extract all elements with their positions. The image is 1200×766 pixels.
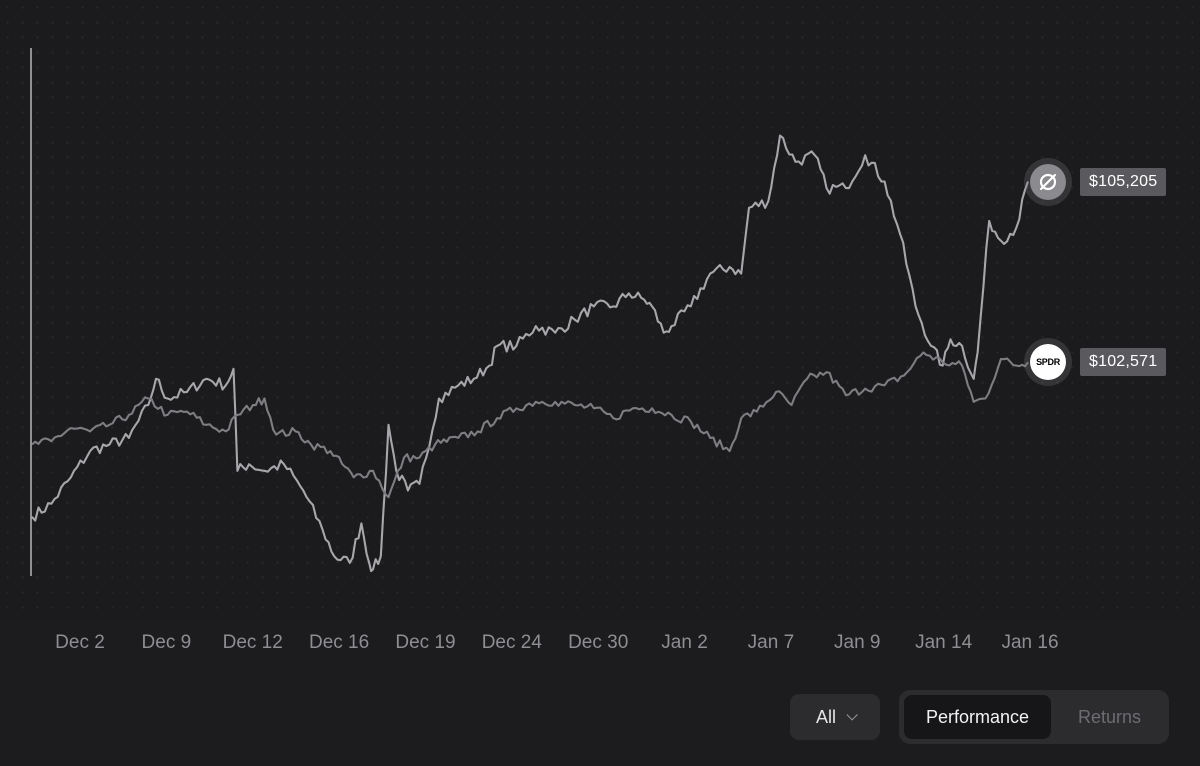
returns-tab[interactable]: Returns bbox=[1078, 706, 1142, 727]
range-selected-label: All bbox=[815, 706, 836, 727]
x-tick-label: Dec 9 bbox=[141, 632, 192, 653]
performance-tab[interactable]: Performance bbox=[904, 695, 1052, 739]
x-tick-label: Dec 12 bbox=[222, 632, 283, 653]
series-line-b bbox=[31, 351, 1029, 499]
crossed-circle-logo-icon bbox=[1030, 163, 1066, 200]
x-tick-label: Jan 7 bbox=[747, 632, 795, 653]
x-tick-label: Dec 24 bbox=[481, 632, 542, 653]
x-tick-label: Dec 16 bbox=[308, 632, 370, 653]
x-tick-label: Jan 2 bbox=[661, 632, 708, 653]
x-tick-label: Jan 16 bbox=[1001, 632, 1059, 653]
series-a-badge[interactable] bbox=[1024, 157, 1072, 206]
range-dropdown[interactable]: All bbox=[790, 694, 880, 740]
chevron-down-icon bbox=[846, 709, 858, 721]
series-b-end-value: $102,571 bbox=[1080, 348, 1167, 377]
x-tick-label: Dec 30 bbox=[568, 632, 629, 653]
x-axis-labels: Dec 2 Dec 9 Dec 12 Dec 16 Dec 19 Dec 24 Dec 30… bbox=[0, 632, 1200, 662]
x-tick-label: Jan 9 bbox=[834, 632, 881, 653]
x-tick-label: Dec 19 bbox=[395, 632, 456, 653]
spdr-logo-icon: SPDR bbox=[1030, 344, 1066, 381]
x-tick-label: Jan 14 bbox=[915, 632, 973, 653]
chart-area[interactable]: $105,205 SPDR $102,571 bbox=[0, 0, 1200, 620]
price-chart[interactable] bbox=[0, 0, 1200, 620]
series-b-badge[interactable]: SPDR bbox=[1024, 338, 1072, 387]
x-tick-label: Dec 2 bbox=[55, 632, 105, 653]
series-a-end-value: $105,205 bbox=[1080, 167, 1167, 196]
chart-mode-toggle[interactable]: Performance Returns bbox=[899, 690, 1169, 744]
series-line-a bbox=[31, 134, 1029, 573]
